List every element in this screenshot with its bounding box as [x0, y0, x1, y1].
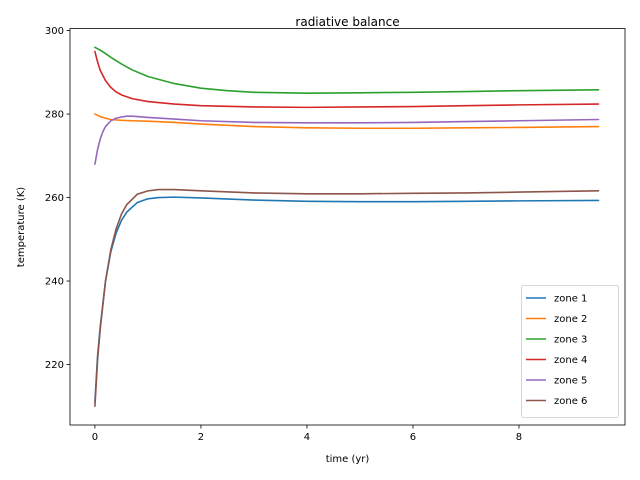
x-tick-label: 4 [304, 432, 310, 443]
x-axis-ticks: 0 2 4 6 8 [92, 425, 522, 443]
plot-frame [69, 28, 626, 426]
y-tick-label: 240 [45, 277, 64, 288]
series-lines [94, 46, 600, 408]
y-tick-label: 300 [45, 26, 64, 37]
legend-label-1: zone 1 [554, 294, 587, 305]
series-line-3 [94, 46, 600, 94]
series-line-5 [94, 115, 600, 165]
legend-label-4: zone 4 [554, 355, 587, 366]
y-tick-label: 260 [45, 193, 64, 204]
series-line-2 [94, 113, 600, 130]
y-axis-ticks: 220 240 260 280 300 [45, 26, 70, 371]
x-tick-label: 0 [92, 432, 98, 443]
series-line-4 [94, 50, 600, 109]
y-tick-label: 220 [45, 360, 64, 371]
x-tick-label: 6 [410, 432, 416, 443]
legend-label-6: zone 6 [554, 396, 587, 407]
legend: zone 1 zone 2 zone 3 zone 4 zone 5 zone 6 [521, 285, 619, 418]
y-tick-label: 280 [45, 110, 64, 121]
x-tick-label: 2 [198, 432, 204, 443]
x-tick-label: 8 [516, 432, 522, 443]
y-axis-label: temperature (K) [16, 187, 27, 267]
chart-title: radiative balance [295, 15, 399, 29]
x-axis-label: time (yr) [326, 454, 370, 465]
legend-label-5: zone 5 [554, 376, 587, 387]
legend-label-3: zone 3 [554, 335, 587, 346]
legend-label-2: zone 2 [554, 314, 587, 325]
series-line-6 [94, 188, 600, 408]
